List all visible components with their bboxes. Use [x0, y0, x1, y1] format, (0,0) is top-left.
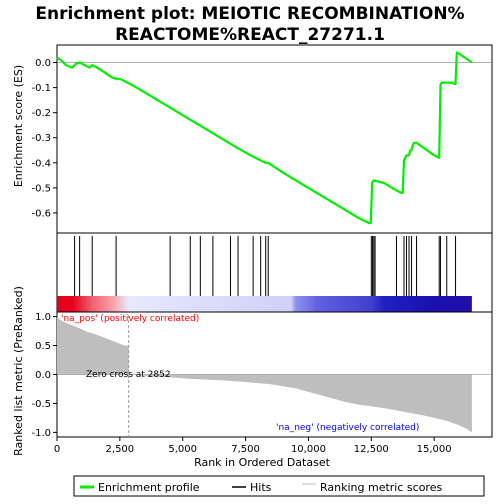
legend-label-hits: Hits — [250, 481, 272, 494]
es-y-tick-label: -0.1 — [31, 83, 51, 94]
es-y-tick-label: -0.6 — [31, 208, 51, 219]
es-y-tick-label: -0.2 — [31, 108, 51, 119]
zero-cross-label: Zero cross at 2852 — [86, 370, 171, 380]
legend-box — [73, 475, 485, 497]
legend: Enrichment profile Hits Ranking metric s… — [73, 475, 485, 497]
negative-correlation-label: 'na_neg' (negatively correlated) — [276, 423, 419, 433]
rank-x-tick-label: 5,000 — [168, 444, 197, 455]
plot-title-line-1: Enrichment plot: MEIOTIC RECOMBINATION% — [35, 4, 464, 24]
es-plot-frame — [56, 44, 493, 234]
enrichment-profile-line — [56, 51, 473, 225]
es-y-tick-label: -0.4 — [31, 158, 51, 169]
es-y-tick-label: -0.3 — [31, 133, 51, 144]
hits-panel — [56, 232, 493, 313]
es-y-tick-label: -0.5 — [31, 183, 51, 194]
legend-label-enrichment-profile: Enrichment profile — [98, 481, 200, 494]
legend-label-ranking-metric: Ranking metric scores — [320, 481, 442, 494]
rank-x-tick-label: 15,000 — [417, 444, 452, 455]
plot-title-line-2: REACTOME%REACT_27271.1 — [115, 25, 385, 45]
es-y-tick-label: 0.0 — [35, 58, 51, 69]
rank-x-tick-label: 7,500 — [231, 444, 260, 455]
ranking-color-bar — [57, 296, 472, 312]
positive-correlation-label: 'na_pos' (positively correlated) — [61, 314, 199, 324]
enrichment-profile-panel: 0.0 -0.1 -0.2 -0.3 -0.4 -0.5 -0.6 — [31, 44, 493, 234]
rank-x-tick-label: 2,500 — [106, 444, 135, 455]
metric-y-tick-label: 0.0 — [35, 370, 51, 381]
metric-y-tick-label: -1.0 — [31, 428, 51, 439]
rank-x-tick-label: 12,500 — [354, 444, 389, 455]
es-axis-label: Enrichment score (ES) — [12, 65, 25, 187]
rank-x-tick-label: 10,000 — [291, 444, 326, 455]
metric-axis-label: Ranked list metric (PreRanked) — [12, 286, 25, 456]
metric-y-tick-label: 0.5 — [35, 341, 51, 352]
metric-y-tick-label: -0.5 — [31, 399, 51, 410]
metric-y-tick-label: 1.0 — [35, 312, 51, 323]
rank-x-tick-label: 0 — [54, 444, 60, 455]
rank-axis-label: Rank in Ordered Dataset — [194, 456, 331, 469]
ranked-metric-panel: 1.0 0.5 0.0 -0.5 -1.00 2,500 5,000 7,500 10,000 1… — [31, 311, 493, 455]
